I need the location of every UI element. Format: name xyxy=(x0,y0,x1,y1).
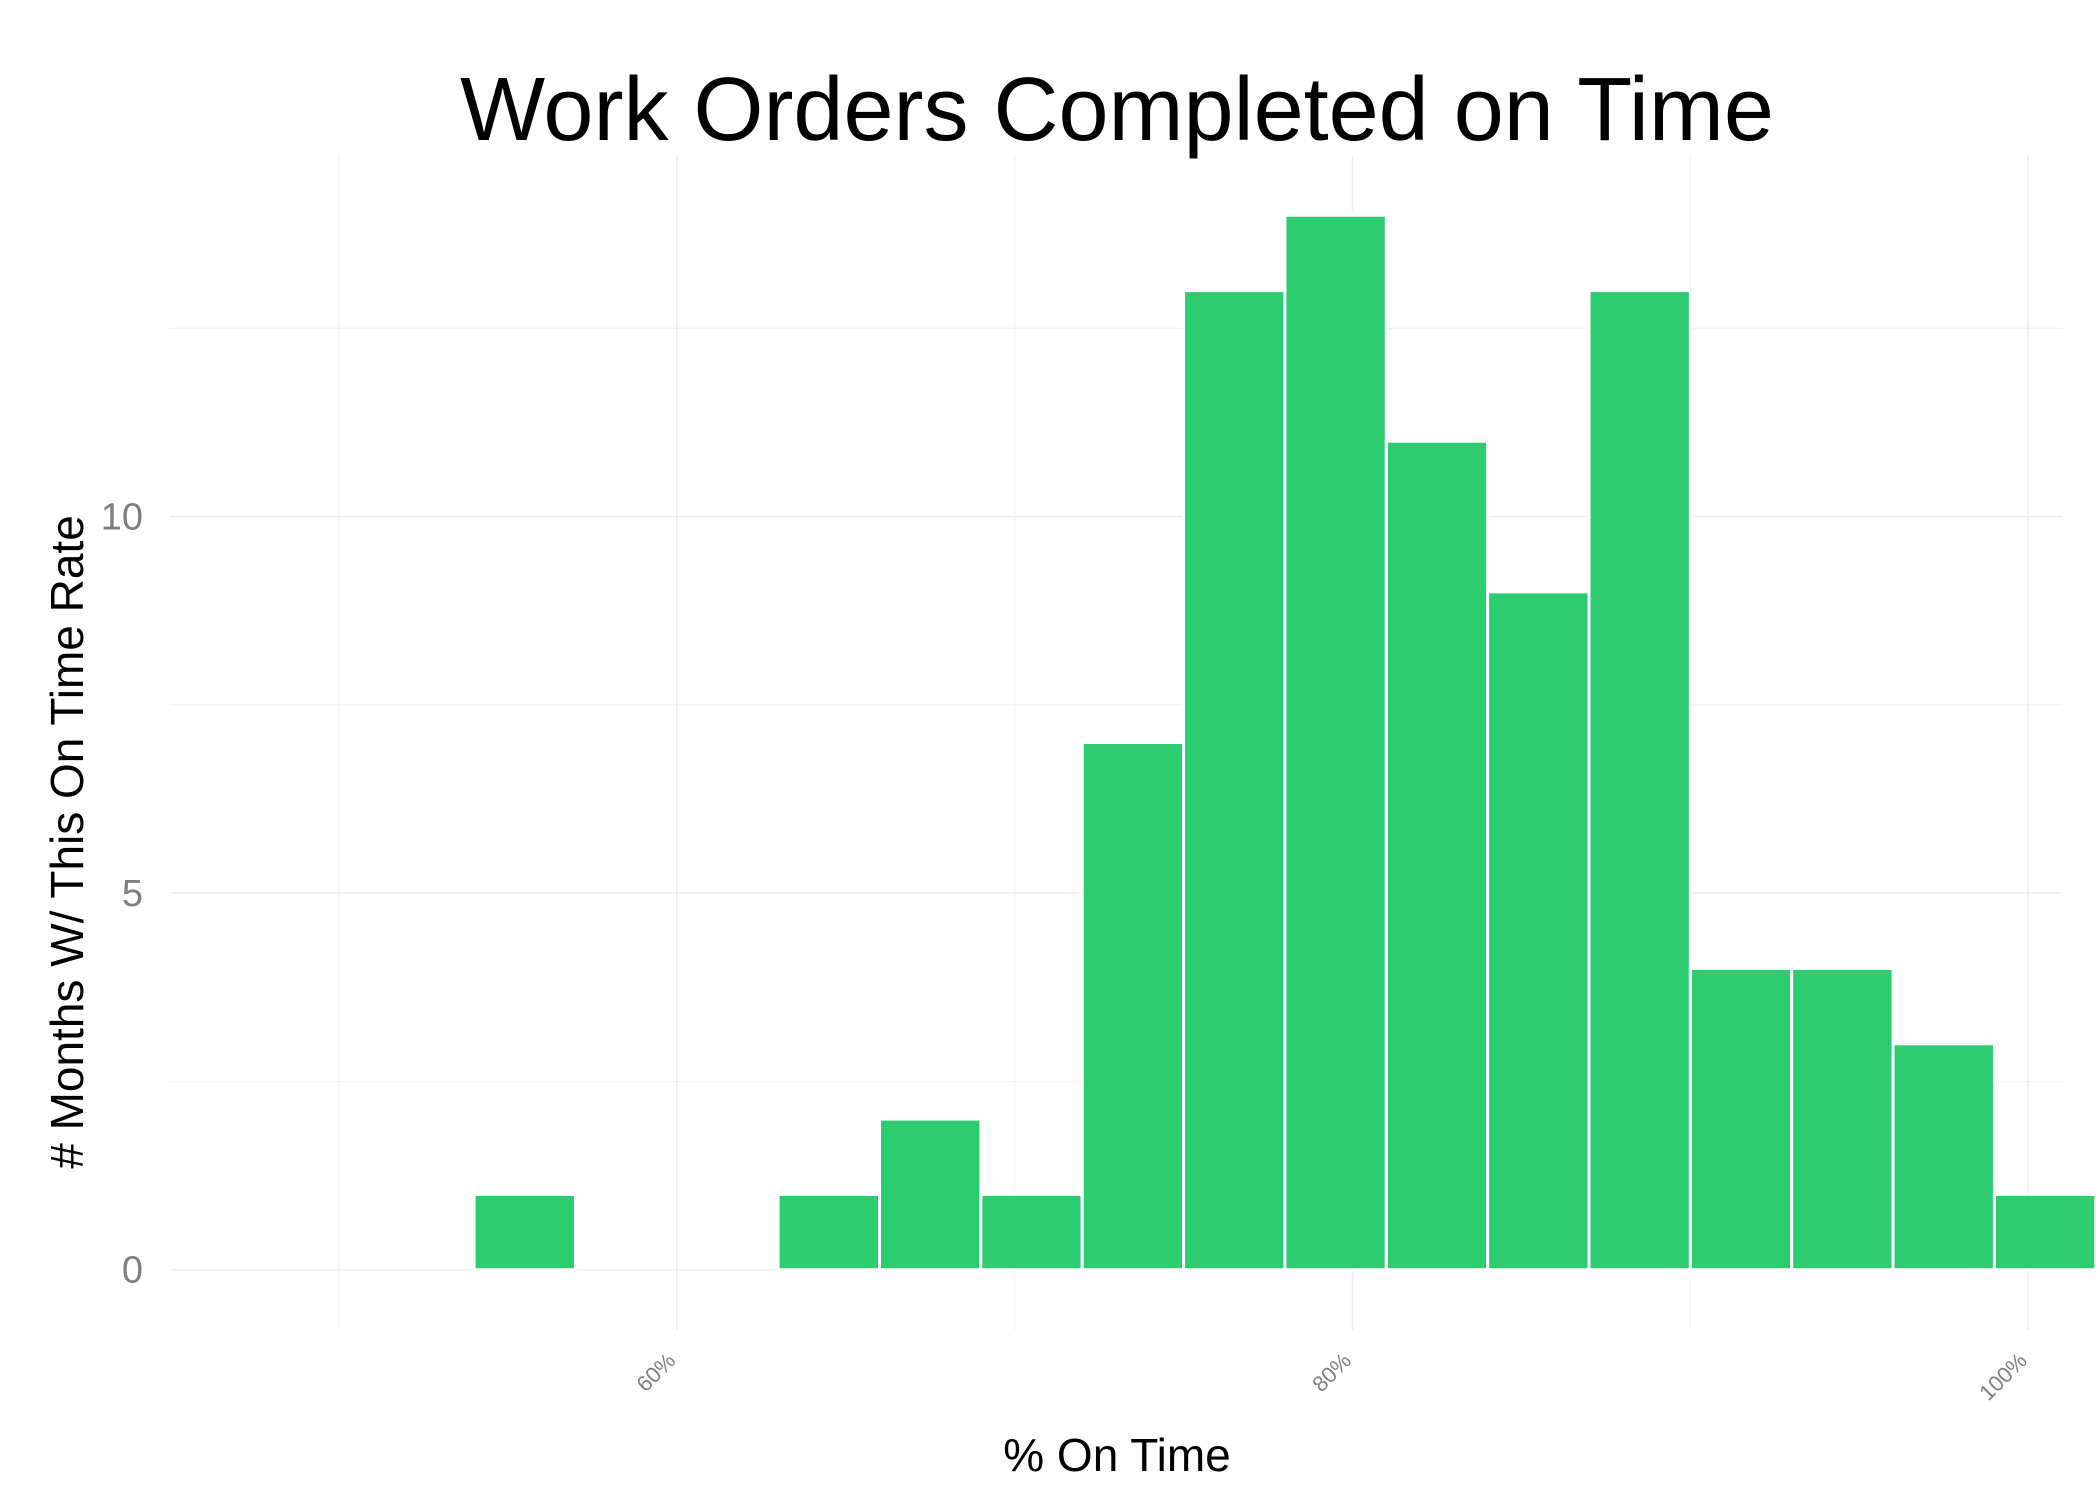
y-axis-ticks: 0 5 10 xyxy=(101,497,143,1292)
histogram-bar xyxy=(1384,439,1490,1272)
histogram-bar xyxy=(878,1117,983,1272)
x-tick-label: 60% xyxy=(631,1348,680,1397)
histogram-bar xyxy=(1182,289,1287,1272)
histogram-bar xyxy=(472,1192,577,1272)
y-axis-title: # Months W/ This On Time Rate xyxy=(41,515,93,1169)
histogram-bar xyxy=(1891,1042,1996,1272)
histogram-bar xyxy=(1790,966,1895,1272)
histogram-bar xyxy=(776,1192,882,1272)
histogram-bar xyxy=(1992,1192,2098,1272)
histogram-bar xyxy=(1587,289,1692,1272)
histogram-bar xyxy=(1283,213,1388,1272)
histogram-bar xyxy=(979,1192,1084,1272)
x-tick-label: 100% xyxy=(1974,1348,2031,1405)
chart-title: Work Orders Completed on Time xyxy=(460,60,1774,160)
histogram-bar xyxy=(1486,590,1591,1272)
bars xyxy=(472,213,2098,1272)
y-tick-label: 10 xyxy=(101,497,143,539)
y-tick-label: 5 xyxy=(122,873,143,915)
x-axis-ticks: 60% 80% 100% xyxy=(631,1348,2031,1405)
histogram-bar xyxy=(1688,966,1794,1272)
y-tick-label: 0 xyxy=(122,1250,143,1292)
x-tick-label: 80% xyxy=(1307,1348,1356,1397)
x-axis-title: % On Time xyxy=(1003,1429,1231,1481)
histogram-bar xyxy=(1080,741,1186,1272)
